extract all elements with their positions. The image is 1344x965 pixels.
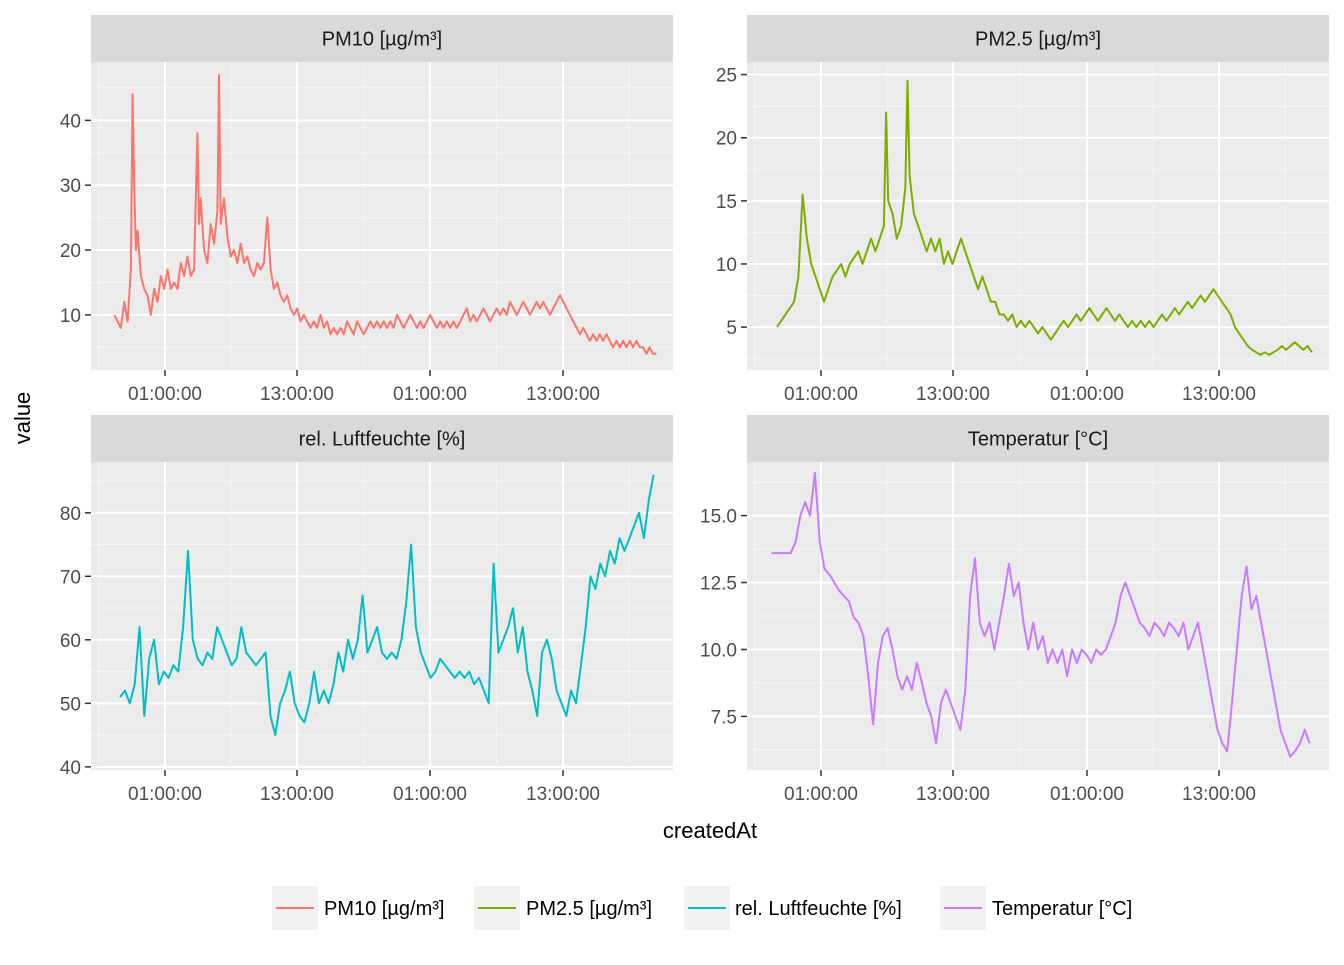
legend-label-2: rel. Luftfeuchte [%] <box>735 898 902 920</box>
plot-background <box>91 62 673 370</box>
x-tick-label: 01:00:00 <box>393 384 467 405</box>
x-tick-label: 13:00:00 <box>526 384 600 405</box>
y-tick-label: 40 <box>60 111 81 132</box>
legend-label-1: PM2.5 [µg/m³] <box>526 898 652 920</box>
y-tick-label: 50 <box>60 694 81 715</box>
y-tick-label: 5 <box>726 318 737 339</box>
series-line <box>776 79 1313 356</box>
panel-title: Temperatur [°C] <box>968 429 1108 451</box>
legend: PM10 [µg/m³] PM2.5 [µg/m³] rel. Luftfeuc… <box>272 886 1132 930</box>
x-tick-label: 01:00:00 <box>1050 384 1124 405</box>
x-tick-label: 13:00:00 <box>260 384 334 405</box>
x-tick-label: 13:00:00 <box>260 784 334 805</box>
legend-label-0: PM10 [µg/m³] <box>324 898 444 920</box>
plot-background <box>747 62 1329 370</box>
panel-strip <box>91 415 673 462</box>
panel-strip <box>747 15 1329 62</box>
y-tick-label: 15.0 <box>700 507 737 528</box>
x-tick-label: 13:00:00 <box>1182 384 1256 405</box>
panel-title: PM2.5 [µg/m³] <box>975 29 1101 51</box>
y-tick-label: 10.0 <box>700 640 737 661</box>
x-tick-label: 01:00:00 <box>128 384 202 405</box>
plot-background <box>91 462 673 770</box>
y-tick-label: 15 <box>716 192 737 213</box>
panel-3: Temperatur [°C] 7.5 10.0 12.5 15.0 01:00:00 13… <box>700 415 1329 805</box>
y-tick-label: 40 <box>60 758 81 779</box>
panel-1: PM2.5 [µg/m³] 5 10 15 20 25 01:00:00 13:00:00 01… <box>716 15 1329 405</box>
x-tick-label: 13:00:00 <box>916 784 990 805</box>
y-tick-label: 70 <box>60 567 81 588</box>
series-line <box>113 74 657 355</box>
chart-panels: PM10 [µg/m³] 10 20 30 40 01:00:00 13:00:00 01:0… <box>60 15 1329 805</box>
panel-0: PM10 [µg/m³] 10 20 30 40 01:00:00 13:00:00 01:0… <box>60 15 673 405</box>
y-axis-title: value <box>10 392 35 445</box>
y-tick-label: 60 <box>60 631 81 652</box>
y-tick-label: 7.5 <box>711 707 737 728</box>
y-tick-label: 12.5 <box>700 574 737 595</box>
x-tick-label: 01:00:00 <box>128 784 202 805</box>
y-tick-label: 30 <box>60 176 81 197</box>
y-tick-label: 10 <box>716 255 737 276</box>
legend-label-3: Temperatur [°C] <box>992 898 1132 920</box>
panel-strip <box>747 415 1329 462</box>
series-line <box>771 471 1311 758</box>
y-tick-label: 10 <box>60 306 81 327</box>
panel-title: rel. Luftfeuchte [%] <box>299 429 466 451</box>
x-tick-label: 01:00:00 <box>393 784 467 805</box>
x-tick-label: 13:00:00 <box>916 384 990 405</box>
x-tick-label: 13:00:00 <box>526 784 600 805</box>
series-line <box>119 474 655 737</box>
y-tick-label: 25 <box>716 66 737 87</box>
y-tick-label: 20 <box>716 129 737 150</box>
y-tick-label: 20 <box>60 241 81 262</box>
x-tick-label: 13:00:00 <box>1182 784 1256 805</box>
panel-title: PM10 [µg/m³] <box>322 29 442 51</box>
panel-2: rel. Luftfeuchte [%] 40 50 60 70 80 01:00:00 13… <box>60 415 673 805</box>
y-tick-label: 80 <box>60 504 81 525</box>
x-tick-label: 01:00:00 <box>784 384 858 405</box>
x-axis-title: createdAt <box>663 818 757 843</box>
panel-strip <box>91 15 673 62</box>
x-tick-label: 01:00:00 <box>784 784 858 805</box>
x-tick-label: 01:00:00 <box>1050 784 1124 805</box>
